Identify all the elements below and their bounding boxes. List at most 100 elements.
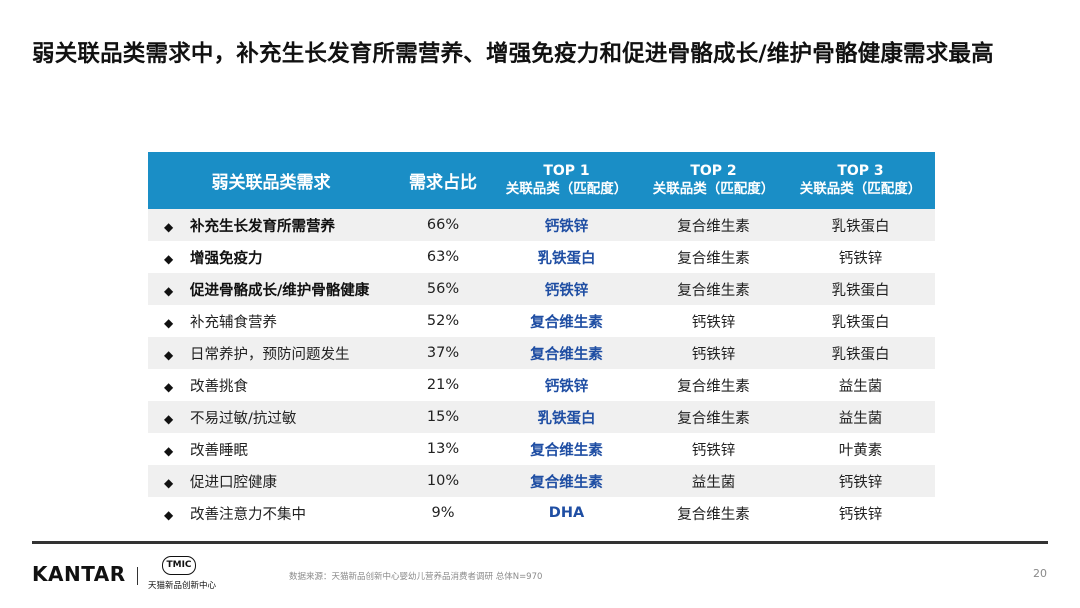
header-top1: TOP 1 关联品类（匹配度） xyxy=(492,152,641,209)
top1-cell: 乳铁蛋白 xyxy=(492,401,641,433)
table-row: ◆ 促进骨骼成长/维护骨骼健康 56% 钙铁锌 复合维生素 乳铁蛋白 xyxy=(148,273,935,305)
need-label: 促进骨骼成长/维护骨骼健康 xyxy=(190,282,370,299)
diamond-bullet-icon: ◆ xyxy=(164,315,174,330)
top2-cell: 钙铁锌 xyxy=(641,337,786,369)
diamond-bullet-icon: ◆ xyxy=(164,507,174,522)
diamond-bullet-icon: ◆ xyxy=(164,379,174,394)
need-label: 促进口腔健康 xyxy=(190,474,277,491)
need-cell: ◆ 增强免疫力 xyxy=(148,241,394,273)
table-row: ◆ 日常养护，预防问题发生 37% 复合维生素 钙铁锌 乳铁蛋白 xyxy=(148,337,935,369)
header-top1-sub: 关联品类（匹配度） xyxy=(505,181,628,197)
tmic-logo-caption: 天猫新品创新中心 xyxy=(148,581,217,591)
diamond-bullet-icon: ◆ xyxy=(164,251,174,266)
share-cell: 37% xyxy=(394,337,492,369)
top2-cell: 钙铁锌 xyxy=(641,433,786,465)
table-row: ◆ 增强免疫力 63% 乳铁蛋白 复合维生素 钙铁锌 xyxy=(148,241,935,273)
table-row: ◆ 改善注意力不集中 9% DHA 复合维生素 钙铁锌 xyxy=(148,497,935,529)
need-label: 不易过敏/抗过敏 xyxy=(190,410,297,427)
logo-divider xyxy=(137,567,138,585)
top3-cell: 益生菌 xyxy=(786,369,935,401)
need-cell: ◆ 补充生长发育所需营养 xyxy=(148,209,394,241)
share-cell: 15% xyxy=(394,401,492,433)
slide-title: 弱关联品类需求中，补充生长发育所需营养、增强免疫力和促进骨骼成长/维护骨骼健康需… xyxy=(32,41,994,67)
share-cell: 10% xyxy=(394,465,492,497)
kantar-logo: KANTAR xyxy=(32,562,126,586)
top1-cell: 复合维生素 xyxy=(492,433,641,465)
top1-cell: 钙铁锌 xyxy=(492,369,641,401)
table-row: ◆ 补充生长发育所需营养 66% 钙铁锌 复合维生素 乳铁蛋白 xyxy=(148,209,935,241)
table-header-row: 弱关联品类需求 需求占比 TOP 1 关联品类（匹配度） TOP 2 关联品类（… xyxy=(148,152,935,209)
need-label: 日常养护，预防问题发生 xyxy=(190,346,350,363)
top3-cell: 钙铁锌 xyxy=(786,465,935,497)
footer-divider xyxy=(32,541,1048,544)
top1-cell: 钙铁锌 xyxy=(492,209,641,241)
share-cell: 63% xyxy=(394,241,492,273)
table-row: ◆ 不易过敏/抗过敏 15% 乳铁蛋白 复合维生素 益生菌 xyxy=(148,401,935,433)
share-cell: 21% xyxy=(394,369,492,401)
table-row: ◆ 补充辅食营养 52% 复合维生素 钙铁锌 乳铁蛋白 xyxy=(148,305,935,337)
need-label: 补充生长发育所需营养 xyxy=(190,218,335,235)
diamond-bullet-icon: ◆ xyxy=(164,475,174,490)
need-label: 增强免疫力 xyxy=(190,250,263,267)
top2-cell: 益生菌 xyxy=(641,465,786,497)
data-source-note: 数据来源：天猫新品创新中心婴幼儿营养品消费者调研 总体N=970 xyxy=(289,572,543,582)
header-share: 需求占比 xyxy=(394,152,492,209)
header-top3-rank: TOP 3 xyxy=(837,163,884,179)
top1-cell: 复合维生素 xyxy=(492,337,641,369)
top2-cell: 复合维生素 xyxy=(641,273,786,305)
diamond-bullet-icon: ◆ xyxy=(164,219,174,234)
table-row: ◆ 改善挑食 21% 钙铁锌 复合维生素 益生菌 xyxy=(148,369,935,401)
header-need: 弱关联品类需求 xyxy=(148,152,394,209)
tmic-logo: TMIC xyxy=(162,556,196,575)
share-cell: 66% xyxy=(394,209,492,241)
need-cell: ◆ 改善睡眠 xyxy=(148,433,394,465)
diamond-bullet-icon: ◆ xyxy=(164,411,174,426)
top1-cell: 复合维生素 xyxy=(492,305,641,337)
top1-cell: 乳铁蛋白 xyxy=(492,241,641,273)
need-label: 改善注意力不集中 xyxy=(190,506,306,523)
top3-cell: 钙铁锌 xyxy=(786,241,935,273)
header-top3-sub: 关联品类（匹配度） xyxy=(799,181,922,197)
top2-cell: 复合维生素 xyxy=(641,241,786,273)
top2-cell: 复合维生素 xyxy=(641,369,786,401)
header-top2-rank: TOP 2 xyxy=(690,163,737,179)
needs-table: 弱关联品类需求 需求占比 TOP 1 关联品类（匹配度） TOP 2 关联品类（… xyxy=(148,152,935,529)
header-top2: TOP 2 关联品类（匹配度） xyxy=(641,152,786,209)
need-cell: ◆ 改善挑食 xyxy=(148,369,394,401)
header-top2-sub: 关联品类（匹配度） xyxy=(652,181,775,197)
top2-cell: 复合维生素 xyxy=(641,497,786,529)
need-cell: ◆ 不易过敏/抗过敏 xyxy=(148,401,394,433)
table-row: ◆ 改善睡眠 13% 复合维生素 钙铁锌 叶黄素 xyxy=(148,433,935,465)
top1-cell: 钙铁锌 xyxy=(492,273,641,305)
diamond-bullet-icon: ◆ xyxy=(164,283,174,298)
table-row: ◆ 促进口腔健康 10% 复合维生素 益生菌 钙铁锌 xyxy=(148,465,935,497)
top1-cell: 复合维生素 xyxy=(492,465,641,497)
top3-cell: 乳铁蛋白 xyxy=(786,273,935,305)
page-number: 20 xyxy=(1033,567,1047,580)
diamond-bullet-icon: ◆ xyxy=(164,443,174,458)
need-cell: ◆ 日常养护，预防问题发生 xyxy=(148,337,394,369)
top3-cell: 乳铁蛋白 xyxy=(786,209,935,241)
top2-cell: 复合维生素 xyxy=(641,401,786,433)
top2-cell: 钙铁锌 xyxy=(641,305,786,337)
top2-cell: 复合维生素 xyxy=(641,209,786,241)
top3-cell: 乳铁蛋白 xyxy=(786,305,935,337)
table-body: ◆ 补充生长发育所需营养 66% 钙铁锌 复合维生素 乳铁蛋白 ◆ 增强免疫力 63% 乳铁蛋白复… xyxy=(148,209,935,529)
top3-cell: 钙铁锌 xyxy=(786,497,935,529)
top1-cell: DHA xyxy=(492,497,641,529)
share-cell: 52% xyxy=(394,305,492,337)
need-label: 改善睡眠 xyxy=(190,442,248,459)
need-label: 补充辅食营养 xyxy=(190,314,277,331)
header-top3: TOP 3 关联品类（匹配度） xyxy=(786,152,935,209)
need-cell: ◆ 改善注意力不集中 xyxy=(148,497,394,529)
need-cell: ◆ 促进骨骼成长/维护骨骼健康 xyxy=(148,273,394,305)
need-cell: ◆ 促进口腔健康 xyxy=(148,465,394,497)
diamond-bullet-icon: ◆ xyxy=(164,347,174,362)
share-cell: 56% xyxy=(394,273,492,305)
header-top1-rank: TOP 1 xyxy=(543,163,590,179)
need-label: 改善挑食 xyxy=(190,378,248,395)
top3-cell: 益生菌 xyxy=(786,401,935,433)
share-cell: 13% xyxy=(394,433,492,465)
top3-cell: 乳铁蛋白 xyxy=(786,337,935,369)
